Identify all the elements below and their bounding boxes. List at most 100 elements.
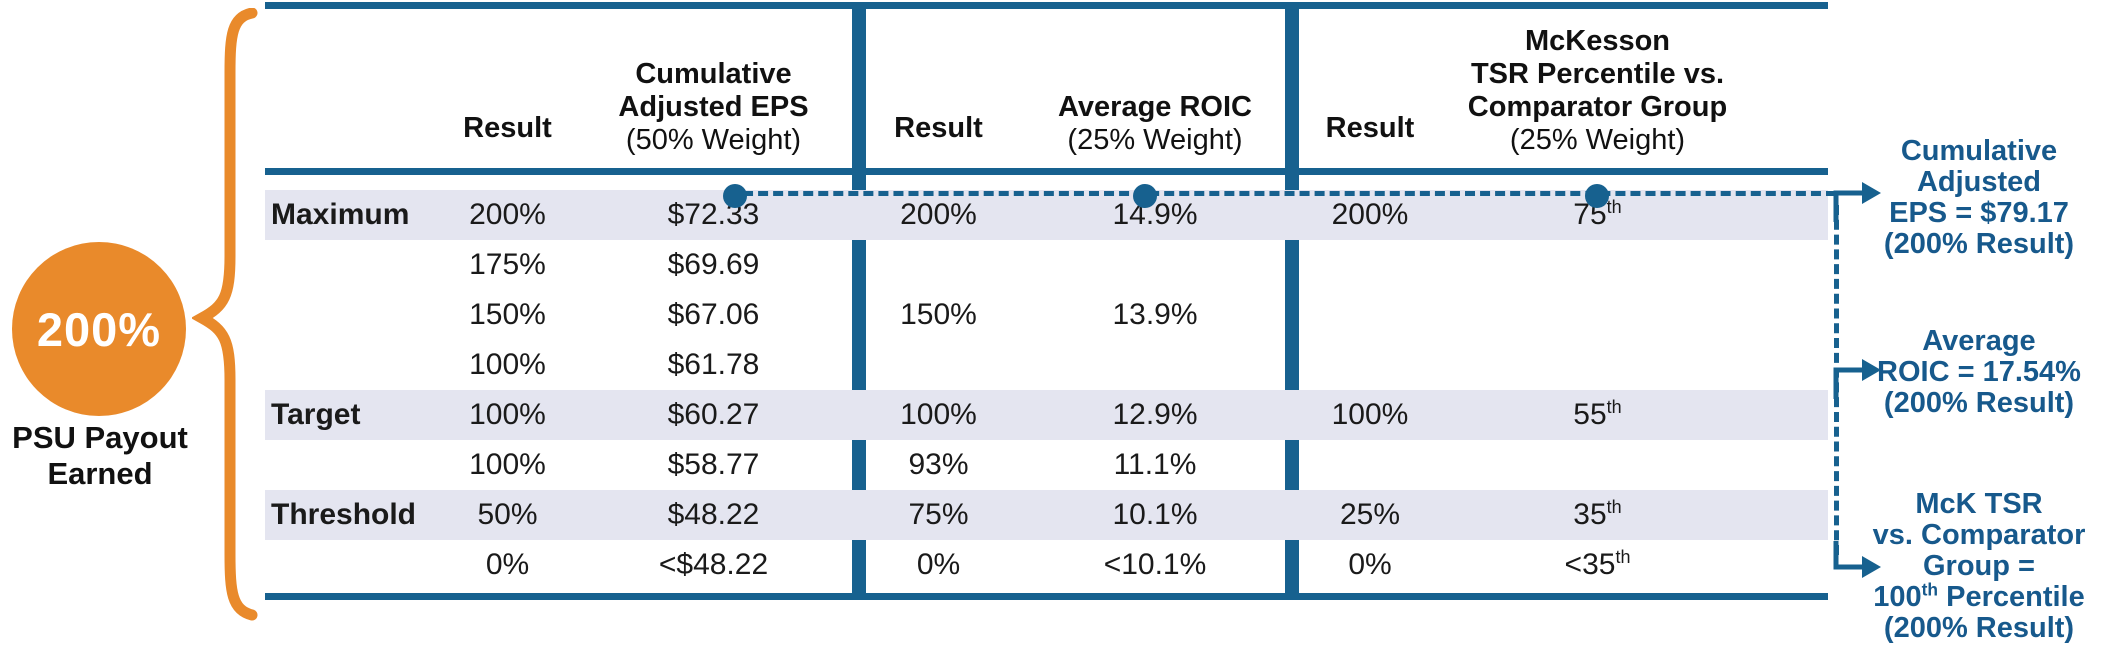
callout-line: Cumulative [1900, 135, 2058, 167]
payout-badge-caption: PSU Payout Earned [12, 420, 188, 491]
header-separator-line [265, 168, 1828, 175]
cell-roic-result: 93% [908, 448, 969, 481]
cell-eps-value: $61.78 [667, 348, 760, 381]
cell-tsr-value: 55th [1455, 398, 1740, 432]
header-title-roic-main: Average ROIC [1058, 91, 1252, 123]
elbow-arrow-icon [1833, 541, 1881, 578]
marker-dot-roic [1133, 184, 1157, 208]
cell-value: 55 [1573, 398, 1607, 431]
header-section-eps: Result Cumulative Adjusted EPS (50% Weig… [265, 9, 852, 168]
cell-roic-result: 75% [908, 498, 969, 531]
callout-tsr-result: McK TSR vs. Comparator Group = 100th Percen… [1850, 489, 2108, 644]
table-border-top [265, 2, 1828, 9]
header-result-roic: Result [894, 112, 983, 144]
callout-line: (200% Result) [1883, 387, 2075, 419]
payout-badge: 200% [12, 242, 186, 416]
cell-eps-value: $48.22 [667, 498, 760, 531]
header-section-tsr: Result McKesson TSR Percentile vs. Compa… [1285, 9, 1828, 168]
elbow-arrow-icon [1833, 359, 1881, 399]
callout-roic-result: Average ROIC = 17.54% (200% Result) [1850, 326, 2108, 419]
cell-roic-value: 12.9% [1112, 398, 1198, 431]
table-row: 100% $61.78 [265, 340, 1828, 390]
header-result-tsr: Result [1325, 112, 1415, 144]
cell-value: <35 [1564, 548, 1616, 581]
cell-roic-result: 100% [900, 398, 977, 431]
row-label: Target [271, 398, 361, 431]
callout-line: ROIC = 17.54% [1877, 356, 2081, 388]
table-rows: Maximum 200% $72.33 200% 14.9% 200% 75th 175% $6… [265, 190, 1828, 590]
cell-value: 100 [1873, 581, 1922, 613]
header-title-tsr-weight: (25% Weight) [1509, 124, 1686, 156]
callout-line: Average [1922, 325, 2036, 357]
cell-roic-value: <10.1% [1103, 548, 1207, 581]
cell-roic-value: 14.9% [1112, 198, 1198, 231]
header-title-eps: Cumulative Adjusted EPS (50% Weight) [575, 58, 852, 168]
callout-line: vs. Comparator [1872, 519, 2086, 551]
cell-eps-value: $69.69 [667, 248, 760, 281]
cell-eps-value: $58.77 [667, 448, 760, 481]
header-title-tsr-main: McKesson TSR Percentile vs. Comparator G… [1467, 25, 1728, 123]
cell-tsr-result: 200% [1331, 198, 1409, 231]
cell-roic-value: 13.9% [1112, 298, 1198, 331]
callout-line: 100th Percentile [1850, 579, 2108, 613]
cell-eps-result: 150% [469, 298, 546, 331]
cell-eps-result: 200% [469, 198, 546, 231]
cell-eps-value: $60.27 [667, 398, 760, 431]
cell-roic-result: 0% [916, 548, 961, 581]
cell-roic-value: 10.1% [1112, 498, 1198, 531]
curly-brace-icon [192, 8, 258, 621]
payout-table: Result Cumulative Adjusted EPS (50% Weig… [265, 0, 1828, 604]
ordinal-suffix: th [1606, 397, 1622, 417]
cell-eps-result: 0% [485, 548, 530, 581]
dashed-connector-line [728, 191, 1836, 196]
table-border-bottom [265, 593, 1828, 600]
ordinal-suffix: th [1615, 547, 1631, 567]
cell-roic-value: 11.1% [1113, 448, 1197, 481]
header-title-eps-weight: (50% Weight) [625, 124, 802, 156]
cell-tsr-result: 100% [1331, 398, 1409, 431]
cell-eps-result: 50% [477, 498, 538, 531]
elbow-arrow-icon [1833, 182, 1881, 222]
table-row: Target 100% $60.27 100% 12.9% 100% 55th [265, 390, 1828, 440]
marker-dot-eps [723, 184, 747, 208]
row-label: Threshold [271, 498, 417, 531]
callout-line: Group = [1923, 550, 2035, 582]
cell-tsr-value: <35th [1455, 548, 1740, 582]
header-title-roic: Average ROIC (25% Weight) [1025, 91, 1285, 168]
callout-line: (200% Result) [1883, 612, 2075, 644]
table-header: Result Cumulative Adjusted EPS (50% Weig… [265, 9, 1828, 168]
table-row: 150% $67.06 150% 13.9% [265, 290, 1828, 340]
header-title-eps-main: Cumulative Adjusted EPS [618, 58, 809, 123]
cell-eps-result: 175% [469, 248, 546, 281]
header-title-tsr: McKesson TSR Percentile vs. Comparator G… [1455, 25, 1740, 168]
column-divider [852, 2, 866, 600]
cell-eps-result: 100% [469, 348, 546, 381]
ordinal-suffix: th [1921, 579, 1939, 600]
ordinal-suffix: th [1606, 497, 1622, 517]
header-title-roic-weight: (25% Weight) [1067, 124, 1243, 156]
cell-roic-result: 200% [900, 198, 977, 231]
cell-eps-value: $72.33 [667, 198, 760, 231]
cell-eps-result: 100% [469, 448, 546, 481]
marker-dot-tsr [1585, 184, 1609, 208]
cell-tsr-result: 0% [1348, 548, 1392, 581]
header-section-roic: Result Average ROIC (25% Weight) [852, 9, 1285, 168]
callout-line: (200% Result) [1883, 228, 2075, 260]
cell-eps-value: $67.06 [667, 298, 760, 331]
cell-value: 35 [1573, 498, 1607, 531]
payout-badge-value: 200% [36, 302, 162, 356]
row-label: Maximum [271, 198, 410, 231]
table-row: Threshold 50% $48.22 75% 10.1% 25% 35th [265, 490, 1828, 540]
callout-line: Adjusted [1916, 166, 2042, 198]
table-row: 0% <$48.22 0% <10.1% 0% <35th [265, 540, 1828, 590]
table-row: Maximum 200% $72.33 200% 14.9% 200% 75th [265, 190, 1828, 240]
callout-line: McK TSR [1915, 488, 2043, 520]
header-result-eps: Result [463, 112, 552, 144]
table-row: 100% $58.77 93% 11.1% [265, 440, 1828, 490]
cell-value: Percentile [1938, 581, 2085, 613]
cell-eps-result: 100% [469, 398, 546, 431]
cell-tsr-result: 25% [1339, 498, 1401, 531]
column-divider [1285, 2, 1299, 600]
table-row: 175% $69.69 [265, 240, 1828, 290]
